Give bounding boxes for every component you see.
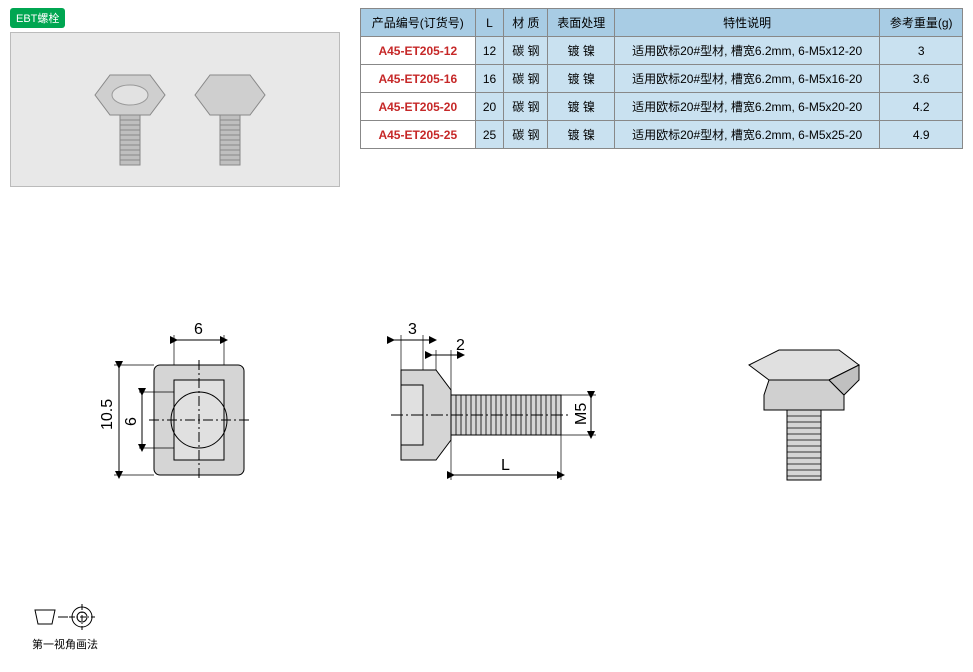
dim-6-top: 6 xyxy=(194,321,203,338)
cell-surface: 镀 镍 xyxy=(548,93,615,121)
product-photo xyxy=(10,32,340,187)
table-row: A45-ET205-25 25 碳 钢 镀 镍 适用欧标20#型材, 槽宽6.2… xyxy=(361,121,963,149)
cell-part: A45-ET205-16 xyxy=(361,65,476,93)
badge-ebt: EBT螺栓 xyxy=(10,8,65,28)
cell-surface: 镀 镍 xyxy=(548,65,615,93)
cell-surface: 镀 镍 xyxy=(548,121,615,149)
drawing-isometric xyxy=(709,310,889,510)
cell-part: A45-ET205-12 xyxy=(361,37,476,65)
col-surface: 表面处理 xyxy=(548,9,615,37)
cell-material: 碳 钢 xyxy=(504,37,548,65)
cell-l: 25 xyxy=(475,121,504,149)
cell-material: 碳 钢 xyxy=(504,65,548,93)
cell-desc: 适用欧标20#型材, 槽宽6.2mm, 6-M5x20-20 xyxy=(615,93,880,121)
spec-table: 产品编号(订货号) L 材 质 表面处理 特性说明 参考重量(g) A45-ET… xyxy=(360,8,963,149)
dim-10-5: 10.5 xyxy=(99,399,116,430)
col-l: L xyxy=(475,9,504,37)
cell-part: A45-ET205-20 xyxy=(361,93,476,121)
projection-symbol: 第一视角画法 xyxy=(30,602,100,652)
cell-surface: 镀 镍 xyxy=(548,37,615,65)
cell-desc: 适用欧标20#型材, 槽宽6.2mm, 6-M5x16-20 xyxy=(615,65,880,93)
dim-6-inner: 6 xyxy=(123,417,140,426)
cell-weight: 3 xyxy=(880,37,963,65)
col-part: 产品编号(订货号) xyxy=(361,9,476,37)
drawing-side-view: 3 2 L M5 xyxy=(361,310,621,510)
cell-desc: 适用欧标20#型材, 槽宽6.2mm, 6-M5x25-20 xyxy=(615,121,880,149)
cell-part: A45-ET205-25 xyxy=(361,121,476,149)
cell-weight: 3.6 xyxy=(880,65,963,93)
cell-material: 碳 钢 xyxy=(504,121,548,149)
cell-l: 12 xyxy=(475,37,504,65)
table-header-row: 产品编号(订货号) L 材 质 表面处理 特性说明 参考重量(g) xyxy=(361,9,963,37)
cell-l: 16 xyxy=(475,65,504,93)
col-desc: 特性说明 xyxy=(615,9,880,37)
cell-material: 碳 钢 xyxy=(504,93,548,121)
dim-m5: M5 xyxy=(573,403,590,425)
table-row: A45-ET205-16 16 碳 钢 镀 镍 适用欧标20#型材, 槽宽6.2… xyxy=(361,65,963,93)
table-row: A45-ET205-20 20 碳 钢 镀 镍 适用欧标20#型材, 槽宽6.2… xyxy=(361,93,963,121)
drawing-top-view: 6 10.5 6 xyxy=(84,310,274,510)
col-material: 材 质 xyxy=(504,9,548,37)
table-row: A45-ET205-12 12 碳 钢 镀 镍 适用欧标20#型材, 槽宽6.2… xyxy=(361,37,963,65)
dim-2: 2 xyxy=(456,337,465,354)
cell-desc: 适用欧标20#型材, 槽宽6.2mm, 6-M5x12-20 xyxy=(615,37,880,65)
cell-l: 20 xyxy=(475,93,504,121)
projection-label: 第一视角画法 xyxy=(30,636,100,652)
dim-3: 3 xyxy=(408,321,417,338)
cell-weight: 4.2 xyxy=(880,93,963,121)
col-weight: 参考重量(g) xyxy=(880,9,963,37)
dim-l: L xyxy=(501,457,510,474)
cell-weight: 4.9 xyxy=(880,121,963,149)
